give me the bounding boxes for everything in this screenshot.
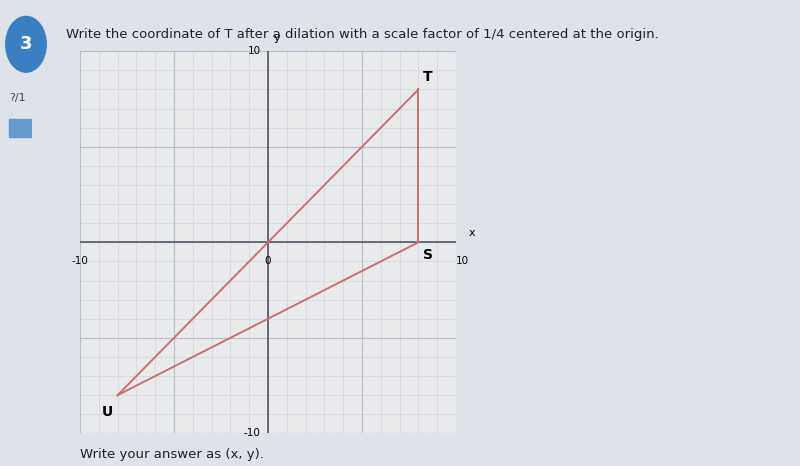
Text: 10: 10 <box>456 256 469 266</box>
Text: 0: 0 <box>265 256 271 266</box>
Text: Write the coordinate of T after a dilation with a scale factor of 1/4 centered a: Write the coordinate of T after a dilati… <box>66 28 658 41</box>
Text: 10: 10 <box>247 46 261 56</box>
Text: Write your answer as (x, y).: Write your answer as (x, y). <box>80 448 264 461</box>
Text: U: U <box>102 404 113 419</box>
Text: 3: 3 <box>20 35 32 53</box>
Text: x: x <box>469 228 476 238</box>
Text: ?/1: ?/1 <box>10 93 26 103</box>
Text: T: T <box>423 70 433 84</box>
Text: S: S <box>423 248 433 262</box>
Circle shape <box>6 16 46 72</box>
FancyBboxPatch shape <box>10 119 30 137</box>
Text: y: y <box>274 33 280 43</box>
Text: -10: -10 <box>71 256 89 266</box>
Text: -10: -10 <box>244 428 261 439</box>
